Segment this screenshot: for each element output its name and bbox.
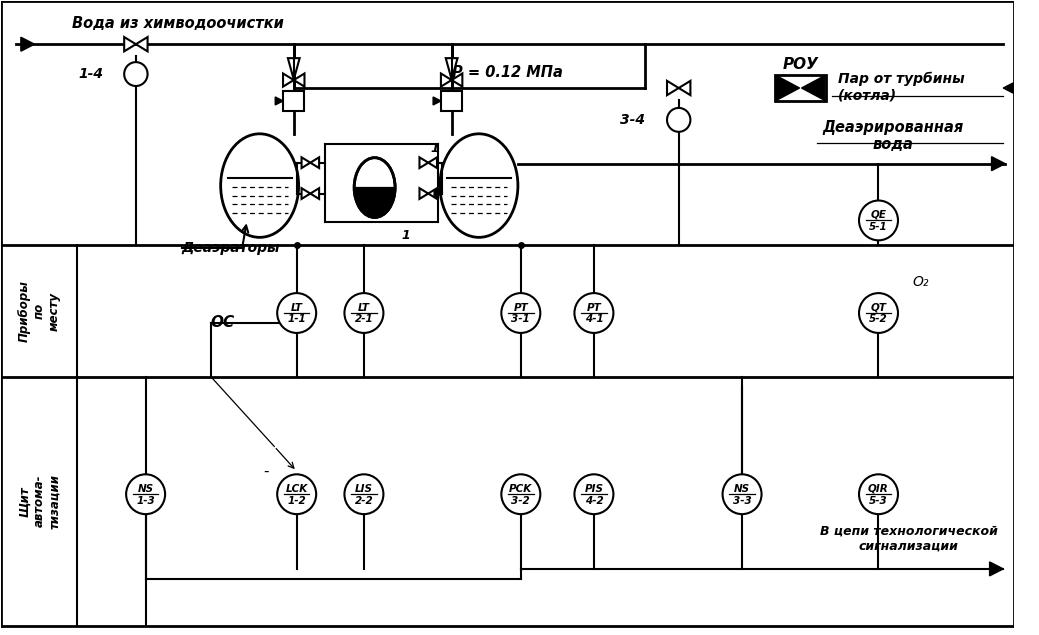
Polygon shape bbox=[311, 188, 319, 199]
Polygon shape bbox=[434, 190, 442, 197]
Polygon shape bbox=[776, 76, 800, 100]
Text: 1-1: 1-1 bbox=[288, 314, 307, 324]
Circle shape bbox=[859, 201, 898, 240]
Text: 3-1: 3-1 bbox=[511, 314, 530, 324]
Circle shape bbox=[575, 293, 613, 333]
Bar bbox=[283, 91, 304, 111]
Circle shape bbox=[722, 474, 762, 514]
Polygon shape bbox=[311, 157, 319, 168]
Polygon shape bbox=[1004, 81, 1017, 95]
Polygon shape bbox=[21, 37, 34, 51]
Polygon shape bbox=[989, 562, 1004, 576]
Text: 2-2: 2-2 bbox=[354, 496, 373, 505]
Ellipse shape bbox=[439, 134, 517, 237]
Polygon shape bbox=[991, 157, 1005, 171]
Circle shape bbox=[859, 474, 898, 514]
Text: 1-3: 1-3 bbox=[136, 496, 155, 505]
Circle shape bbox=[345, 474, 383, 514]
Polygon shape bbox=[433, 97, 441, 105]
Text: 5-1: 5-1 bbox=[869, 222, 888, 232]
Text: Щит
автома-
тизации: Щит автома- тизации bbox=[18, 474, 61, 529]
Polygon shape bbox=[136, 37, 148, 51]
Text: 1-4: 1-4 bbox=[79, 67, 104, 81]
Circle shape bbox=[277, 293, 316, 333]
Circle shape bbox=[126, 474, 165, 514]
Text: Вода из химводоочистки: Вода из химводоочистки bbox=[72, 16, 284, 30]
Text: Пар от турбины
(котла): Пар от турбины (котла) bbox=[837, 72, 964, 102]
Text: 1: 1 bbox=[401, 229, 410, 242]
Polygon shape bbox=[678, 81, 690, 95]
Text: 4-2: 4-2 bbox=[585, 496, 604, 505]
Polygon shape bbox=[667, 81, 678, 95]
Polygon shape bbox=[428, 188, 437, 199]
Circle shape bbox=[502, 293, 540, 333]
Text: QT: QT bbox=[871, 302, 886, 312]
Polygon shape bbox=[294, 74, 304, 86]
Circle shape bbox=[667, 108, 690, 132]
Circle shape bbox=[502, 474, 540, 514]
Polygon shape bbox=[452, 74, 462, 86]
Text: 1-2: 1-2 bbox=[288, 496, 307, 505]
Polygon shape bbox=[283, 74, 294, 86]
Text: Деаэраторы: Деаэраторы bbox=[182, 241, 281, 255]
Polygon shape bbox=[420, 188, 428, 199]
Ellipse shape bbox=[354, 157, 395, 217]
Text: 5-2: 5-2 bbox=[869, 314, 888, 324]
Polygon shape bbox=[801, 76, 825, 100]
Text: Деаэрированная
вода: Деаэрированная вода bbox=[822, 119, 963, 152]
Polygon shape bbox=[354, 187, 395, 217]
Polygon shape bbox=[288, 58, 299, 79]
Polygon shape bbox=[275, 97, 283, 105]
Text: РОУ: РОУ bbox=[782, 57, 819, 72]
Circle shape bbox=[859, 293, 898, 333]
Bar bbox=[441, 91, 462, 111]
Bar bbox=[775, 74, 826, 102]
Text: Приборы
по
месту: Приборы по месту bbox=[18, 280, 61, 342]
Text: PT: PT bbox=[587, 302, 602, 312]
Polygon shape bbox=[301, 188, 311, 199]
Circle shape bbox=[575, 474, 613, 514]
Text: 1: 1 bbox=[431, 142, 439, 155]
Polygon shape bbox=[420, 157, 428, 168]
Text: LT: LT bbox=[291, 302, 302, 312]
Text: LT: LT bbox=[357, 302, 370, 312]
Circle shape bbox=[345, 293, 383, 333]
Text: NS: NS bbox=[734, 484, 750, 494]
Text: 3-2: 3-2 bbox=[511, 496, 530, 505]
Text: PCK: PCK bbox=[509, 484, 532, 494]
Text: 3-4: 3-4 bbox=[619, 113, 644, 127]
Text: В цепи технологической
сигнализации: В цепи технологической сигнализации bbox=[820, 525, 997, 553]
Polygon shape bbox=[428, 157, 437, 168]
Text: 5-3: 5-3 bbox=[869, 496, 888, 505]
Text: PIS: PIS bbox=[584, 484, 604, 494]
Ellipse shape bbox=[220, 134, 298, 237]
Polygon shape bbox=[441, 74, 452, 86]
Text: -: - bbox=[264, 464, 269, 479]
Text: PT: PT bbox=[513, 302, 528, 312]
Text: ОС: ОС bbox=[211, 316, 235, 330]
Text: NS: NS bbox=[137, 484, 154, 494]
Text: O₂: O₂ bbox=[912, 275, 929, 289]
Polygon shape bbox=[125, 37, 136, 51]
Text: LIS: LIS bbox=[355, 484, 373, 494]
Text: Р = 0.12 МПа: Р = 0.12 МПа bbox=[452, 65, 562, 79]
Text: QIR: QIR bbox=[869, 484, 889, 494]
Text: 3-3: 3-3 bbox=[732, 496, 751, 505]
Polygon shape bbox=[301, 157, 311, 168]
Text: LCK: LCK bbox=[286, 484, 308, 494]
Text: 2-1: 2-1 bbox=[354, 314, 373, 324]
Text: 4-1: 4-1 bbox=[585, 314, 604, 324]
Polygon shape bbox=[446, 58, 457, 79]
Text: QE: QE bbox=[871, 210, 886, 220]
Circle shape bbox=[277, 474, 316, 514]
Circle shape bbox=[125, 62, 148, 86]
